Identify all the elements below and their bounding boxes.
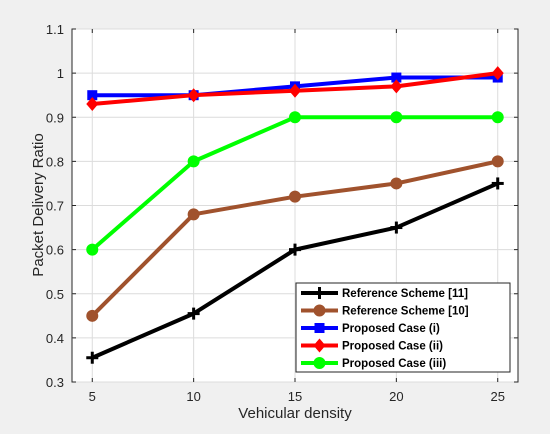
series-4 (86, 66, 504, 112)
legend: Reference Scheme [11] Reference Scheme [1… (295, 282, 511, 373)
y-tick-label: 0.5 (46, 287, 64, 302)
data-point (87, 90, 98, 101)
data-point (187, 208, 200, 221)
series-5 (86, 111, 504, 256)
data-point (391, 72, 402, 83)
y-tick-label: 0.7 (46, 199, 64, 214)
legend-label: Reference Scheme [10] (342, 306, 469, 318)
data-point (86, 243, 99, 256)
legend-marker (313, 338, 326, 353)
legend-entry: Proposed Case (ii) (301, 338, 443, 353)
y-tick-label: 0.9 (46, 110, 64, 125)
series-1 (86, 177, 504, 364)
legend-entry: Proposed Case (i) (301, 323, 440, 335)
data-point (390, 221, 403, 234)
x-tick-label: 20 (389, 389, 403, 404)
legend-entry: Proposed Case (iii) (301, 357, 446, 370)
x-tick-label: 10 (186, 389, 200, 404)
x-tick-label: 25 (490, 389, 504, 404)
series-layer (86, 66, 504, 364)
series-2 (86, 155, 504, 322)
y-tick-label: 0.4 (46, 331, 64, 346)
legend-entry: Reference Scheme [11] (301, 287, 468, 300)
data-point (187, 88, 200, 103)
data-point (491, 177, 504, 190)
y-tick-label: 0.8 (46, 154, 64, 169)
legend-marker (314, 323, 325, 333)
y-tick-label: 0.3 (46, 375, 64, 390)
legend-entry: Reference Scheme [10] (301, 304, 469, 318)
y-axis-label: Packet Delivery Ratio (30, 133, 47, 276)
legend-label: Proposed Case (iii) (342, 358, 446, 370)
legend-marker (313, 304, 326, 317)
legend-label: Proposed Case (i) (342, 323, 440, 335)
data-point (187, 307, 200, 320)
data-point (86, 97, 99, 112)
data-point (289, 83, 301, 98)
data-point (289, 111, 301, 124)
legend-label: Proposed Case (ii) (342, 341, 443, 353)
data-point (491, 155, 504, 168)
data-point (289, 243, 301, 256)
data-point (86, 309, 99, 322)
data-point (491, 111, 504, 124)
y-tick-label: 0.6 (46, 243, 64, 258)
data-point (390, 79, 403, 94)
x-tick-label: 15 (288, 389, 302, 404)
data-point (390, 177, 403, 190)
legend-label: Reference Scheme [11] (342, 288, 468, 300)
data-point (187, 155, 200, 168)
data-point (491, 66, 504, 81)
data-point (390, 111, 403, 124)
axis-ticks: 5 10 15 20 25 0.3 0.4 0.5 0.6 0.7 0.8 0.9 1 1.1 (46, 22, 518, 404)
y-tick-label: 1.1 (46, 22, 64, 37)
legend-marker (313, 357, 326, 369)
data-point (86, 351, 99, 364)
x-axis-label: Vehicular density (238, 405, 352, 422)
x-tick-label: 5 (89, 389, 96, 404)
data-point (289, 190, 301, 203)
legend-marker (313, 287, 326, 299)
y-tick-label: 1 (57, 66, 64, 81)
